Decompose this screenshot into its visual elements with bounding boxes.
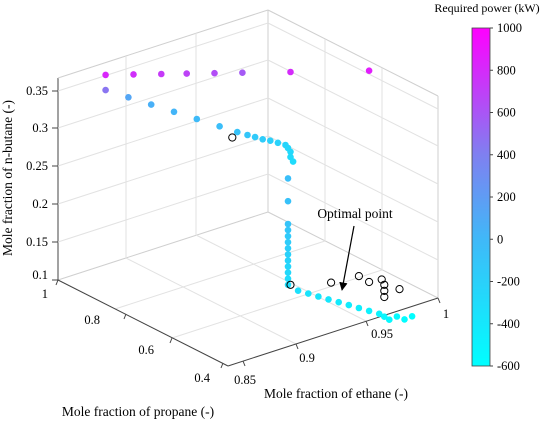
colorbar-tick-4: 200 xyxy=(497,190,516,204)
colorbar-tick-0: 1000 xyxy=(497,21,522,35)
axis-ticks xyxy=(52,90,441,369)
data-point-29 xyxy=(284,232,292,240)
data-point-35 xyxy=(284,269,292,276)
pareto-marker-8 xyxy=(380,292,389,302)
data-point-46 xyxy=(375,310,383,318)
pareto-marker-4 xyxy=(365,277,374,287)
z-axis-label: Mole fraction of n-butane (-) xyxy=(0,100,15,256)
data-point-19 xyxy=(274,139,282,147)
pareto-marker-0 xyxy=(228,133,237,142)
y-tick-1: 1 xyxy=(42,287,48,301)
z-tick-0-35: 0.35 xyxy=(26,84,48,98)
data-point-26 xyxy=(284,197,292,205)
z-tick-0-1: 0.1 xyxy=(32,268,48,282)
colorbar-gradient xyxy=(471,27,491,367)
y-tick-0-4: 0.4 xyxy=(194,371,210,385)
data-point-31 xyxy=(284,245,292,252)
data-point-38 xyxy=(294,287,302,295)
data-point-28 xyxy=(284,226,292,234)
z-tick-0-15: 0.15 xyxy=(26,235,48,249)
y-tick-0-8: 0.8 xyxy=(84,313,100,327)
colorbar-tick-8: -600 xyxy=(497,359,520,373)
z-tick-0-3: 0.3 xyxy=(32,121,48,135)
annotation-arrow xyxy=(339,225,355,291)
data-point-40 xyxy=(315,293,322,300)
data-point-27 xyxy=(284,220,292,228)
data-point-1 xyxy=(130,71,137,78)
data-point-39 xyxy=(305,290,312,297)
data-point-17 xyxy=(259,136,267,143)
data-point-12 xyxy=(193,115,201,123)
data-point-5 xyxy=(239,69,246,76)
data-point-14 xyxy=(234,128,241,136)
data-point-49 xyxy=(393,313,401,320)
data-point-47 xyxy=(381,313,388,321)
axes-grid xyxy=(57,9,439,367)
data-point-32 xyxy=(284,251,292,258)
scatter-points xyxy=(102,67,416,324)
data-point-37 xyxy=(284,281,292,289)
data-point-0 xyxy=(102,71,109,79)
data-point-48 xyxy=(386,316,393,324)
data-point-44 xyxy=(355,304,363,312)
y-tick-0-6: 0.6 xyxy=(138,343,154,357)
annotation-label: Optimal point xyxy=(317,206,393,221)
pareto-markers xyxy=(228,133,404,302)
data-point-10 xyxy=(147,101,155,108)
data-point-15 xyxy=(244,131,251,139)
x-tick-0-95: 0.95 xyxy=(371,327,393,341)
data-point-7 xyxy=(365,67,373,74)
data-point-22 xyxy=(287,148,294,156)
pareto-marker-7 xyxy=(380,286,389,295)
data-point-36 xyxy=(284,275,292,283)
pareto-marker-3 xyxy=(354,272,363,281)
data-point-6 xyxy=(287,68,294,76)
data-point-4 xyxy=(211,69,218,77)
data-point-42 xyxy=(335,298,343,306)
x-tick-0-85: 0.85 xyxy=(234,373,256,387)
colorbar-tick-2: 600 xyxy=(497,106,516,120)
data-point-33 xyxy=(284,257,292,264)
data-point-41 xyxy=(325,296,332,303)
data-point-34 xyxy=(284,263,292,270)
pareto-marker-6 xyxy=(380,280,389,289)
pareto-marker-9 xyxy=(395,285,404,294)
colorbar-tick-3: 400 xyxy=(497,148,516,162)
data-point-51 xyxy=(408,313,416,320)
x-axis-label: Mole fraction of ethane (-) xyxy=(264,386,408,401)
data-point-3 xyxy=(183,70,190,77)
pareto-marker-5 xyxy=(377,275,386,284)
x-tick-1: 1 xyxy=(443,307,449,321)
colorbar-tick-1: 800 xyxy=(497,63,516,77)
data-point-13 xyxy=(216,123,223,130)
data-point-43 xyxy=(345,301,353,309)
data-point-50 xyxy=(401,316,408,323)
colorbar-tick-5: 0 xyxy=(497,232,503,246)
y-axis-label: Mole fraction of propane (-) xyxy=(62,404,214,419)
colorbar-ticks: 1000 800 600 400 200 0 -200 -400 -600 xyxy=(490,21,522,373)
data-point-9 xyxy=(125,94,132,101)
pareto-marker-1 xyxy=(286,280,295,289)
data-point-16 xyxy=(251,133,259,141)
z-tick-0-25: 0.25 xyxy=(26,159,48,173)
pareto-marker-2 xyxy=(327,278,336,287)
data-point-11 xyxy=(170,108,178,116)
z-tick-0-2: 0.2 xyxy=(32,197,48,211)
data-point-30 xyxy=(284,238,292,246)
colorbar: Required power (kW) 1000 800 600 400 200 0 -20… xyxy=(434,1,539,373)
data-point-25 xyxy=(284,175,292,182)
colorbar-tick-7: -400 xyxy=(497,317,520,331)
colorbar-tick-6: -200 xyxy=(497,275,520,289)
data-point-2 xyxy=(158,70,165,78)
x-tick-0-9: 0.9 xyxy=(299,351,315,365)
data-point-45 xyxy=(365,307,373,315)
data-point-18 xyxy=(267,137,274,144)
tick-labels: 0.35 0.3 0.25 0.2 0.15 0.1 1 0.8 0.6 0.4… xyxy=(26,84,449,387)
data-point-24 xyxy=(289,158,297,165)
data-point-8 xyxy=(102,86,109,94)
colorbar-title: Required power (kW) xyxy=(434,1,539,15)
